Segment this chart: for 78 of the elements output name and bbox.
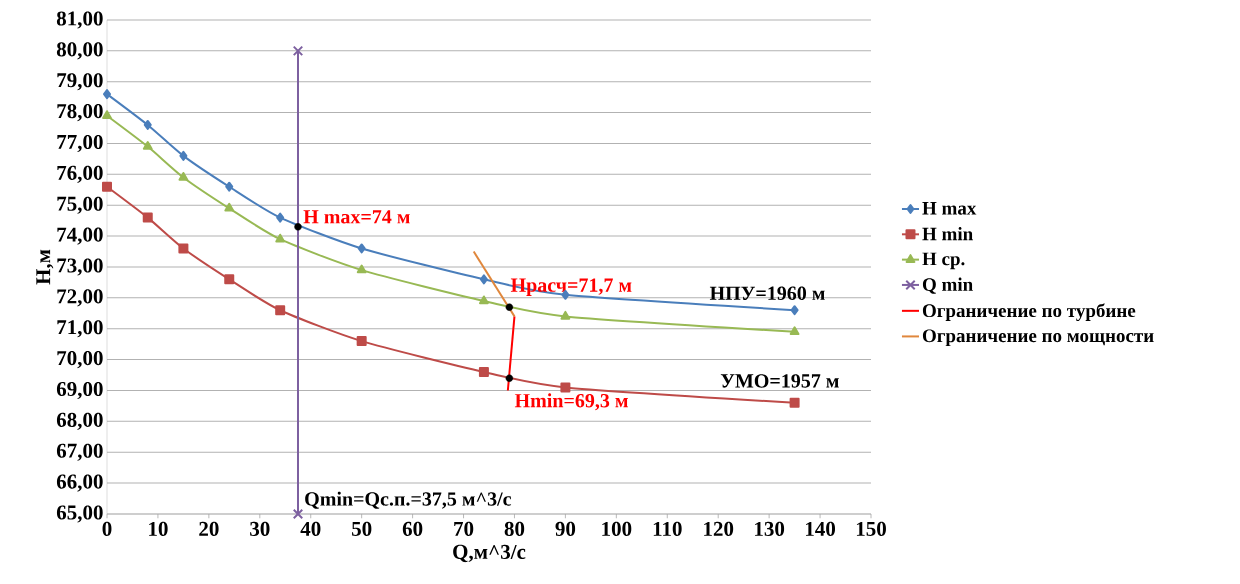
y-tick-label: 65,00 [56, 505, 103, 523]
y-tick-label: 79,00 [57, 73, 103, 91]
y-axis-title: H,м [36, 249, 54, 285]
x-tick-label: 90 [555, 521, 576, 536]
point [356, 336, 367, 347]
point [357, 243, 366, 254]
annotation: НПУ=1960 м [709, 286, 825, 301]
x-tick-label: 140 [806, 521, 836, 536]
x-tick-label: 60 [402, 521, 423, 536]
annotation: Hmin=69,3 м [514, 393, 628, 411]
x-tick-label: 110 [653, 521, 682, 536]
legend-label: Ограничение по мощности [922, 329, 1154, 347]
y-tick-label: 72,00 [57, 289, 103, 307]
y-tick-label: 76,00 [57, 165, 103, 183]
point [479, 274, 488, 285]
point [225, 181, 234, 192]
y-tick-label: 81,00 [56, 11, 103, 29]
point [292, 45, 304, 57]
point [292, 508, 304, 520]
point [276, 212, 285, 223]
legend-label: H min [922, 226, 973, 241]
point [479, 295, 489, 305]
y-tick-label: 69,00 [56, 381, 103, 400]
point [789, 326, 800, 336]
y-tick-label: 71,00 [57, 320, 103, 338]
annotation: Qmin=Qс.п.=37,5 м^3/с [305, 491, 512, 509]
point [224, 274, 235, 285]
x-tick-label: 40 [300, 521, 321, 536]
x-tick-label: 20 [199, 521, 219, 536]
point [275, 233, 286, 243]
point [103, 89, 111, 100]
y-tick-label: 68,00 [56, 412, 103, 430]
point [178, 243, 189, 254]
x-tick-label: 30 [250, 521, 270, 536]
x-tick-label: 150 [856, 521, 886, 536]
annotation: H max=74 м [303, 210, 410, 224]
x-tick-label: 130 [755, 521, 785, 536]
point [294, 223, 302, 231]
point [143, 119, 152, 130]
y-tick-label: 78,00 [57, 104, 103, 122]
y-tick-label: 67,00 [56, 443, 103, 461]
legend-label: H ср. [922, 252, 965, 270]
point [789, 397, 800, 408]
y-tick-label: 75,00 [57, 196, 103, 214]
point [102, 110, 112, 119]
point [102, 181, 112, 192]
y-tick-label: 74,00 [57, 227, 103, 245]
x-tick-label: 120 [704, 521, 734, 536]
point [505, 374, 514, 382]
point [179, 150, 188, 161]
x-tick-label: 0 [102, 521, 112, 536]
point [790, 305, 799, 316]
point [560, 310, 571, 320]
annotation: УМО=1957 м [720, 374, 839, 388]
point [178, 171, 189, 181]
y-tick-label: 66,00 [56, 474, 103, 492]
x-tick-label: 70 [454, 521, 474, 536]
point [560, 382, 571, 393]
y-tick-label: 80,00 [56, 42, 103, 60]
point [505, 303, 514, 311]
legend-label: Ограничение по турбине [922, 303, 1136, 321]
annotation: Нрасч=71,7 м [510, 278, 632, 296]
x-tick-label: 10 [149, 521, 168, 536]
point [142, 141, 153, 150]
x-tick-label: 100 [602, 521, 632, 536]
x-tick-label: 80 [504, 521, 525, 536]
y-tick-label: 70,00 [57, 351, 103, 369]
point [142, 212, 153, 223]
point [356, 264, 367, 274]
point [478, 366, 489, 377]
y-tick-label: 77,00 [57, 134, 103, 153]
y-tick-label: 73,00 [57, 258, 103, 276]
point [275, 305, 286, 316]
x-axis-title: Q,м^3/с [453, 544, 526, 563]
x-tick-label: 50 [352, 521, 372, 536]
legend-label: H max [922, 202, 977, 215]
legend-label: Q min [922, 277, 973, 294]
point [224, 202, 235, 212]
